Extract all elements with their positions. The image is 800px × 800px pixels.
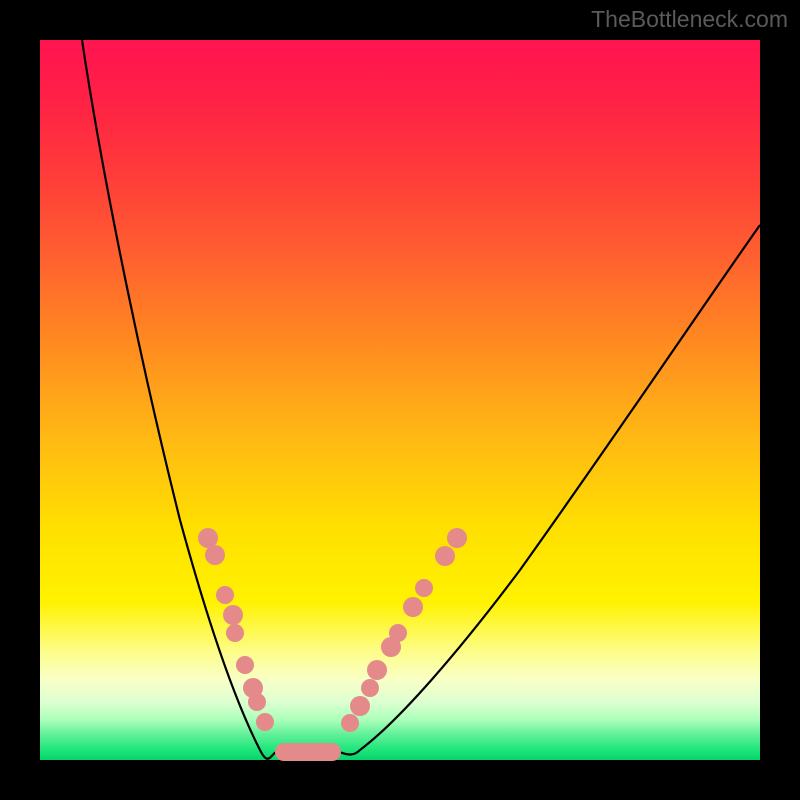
bottleneck-curve bbox=[40, 40, 760, 760]
marker-right-5 bbox=[389, 624, 407, 642]
marker-left-4 bbox=[226, 624, 244, 642]
marker-right-7 bbox=[415, 579, 433, 597]
marker-right-0 bbox=[341, 714, 359, 732]
marker-left-7 bbox=[248, 693, 266, 711]
plot-area bbox=[40, 40, 760, 760]
watermark: TheBottleneck.com bbox=[591, 6, 788, 33]
marker-right-2 bbox=[361, 679, 379, 697]
marker-left-3 bbox=[223, 605, 243, 625]
curve-right-branch bbox=[336, 225, 760, 755]
marker-left-2 bbox=[216, 586, 234, 604]
marker-valley-pill bbox=[275, 743, 341, 761]
marker-right-8 bbox=[435, 546, 455, 566]
marker-right-9 bbox=[447, 528, 467, 548]
marker-right-3 bbox=[367, 660, 387, 680]
marker-right-1 bbox=[350, 696, 370, 716]
curve-left-branch bbox=[82, 40, 276, 759]
marker-left-5 bbox=[236, 656, 254, 674]
marker-left-8 bbox=[256, 713, 274, 731]
marker-left-1 bbox=[205, 545, 225, 565]
marker-right-6 bbox=[403, 597, 423, 617]
